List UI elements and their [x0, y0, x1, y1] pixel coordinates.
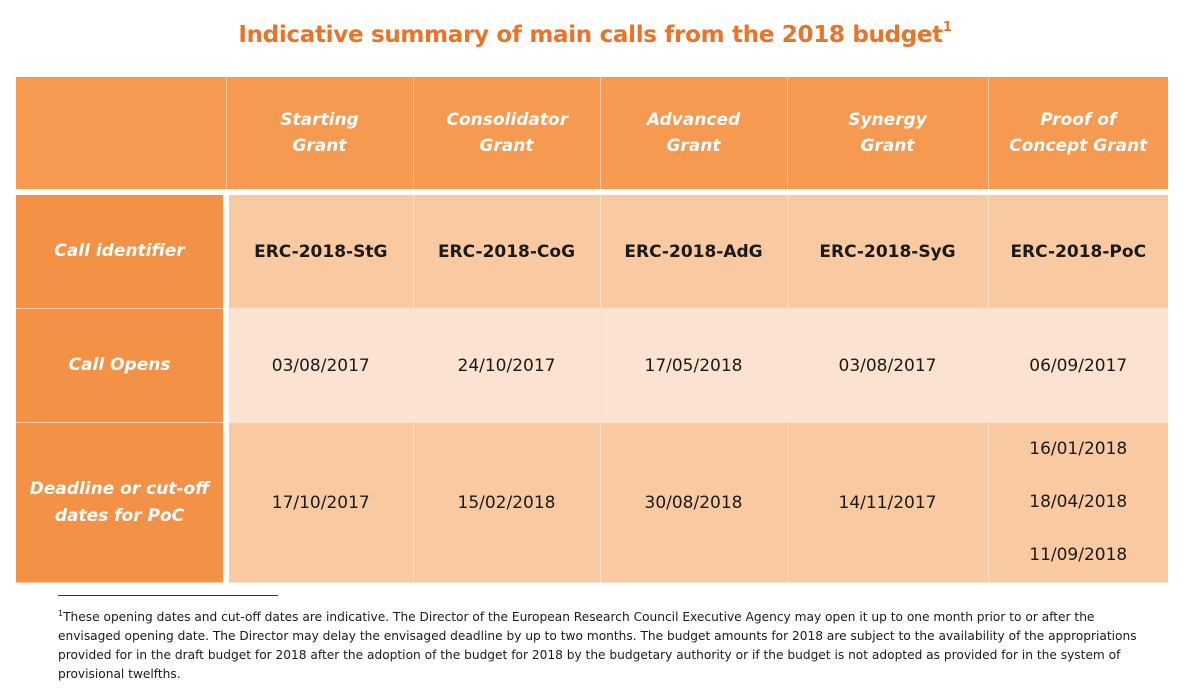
table-cell: 15/02/2018 [412, 422, 600, 583]
table-header-row: Starting Grant Consolidator Grant Advanc… [16, 77, 1168, 195]
row-label-text: Call Opens [68, 355, 171, 375]
footnote-text: These opening dates and cut-off dates ar… [58, 610, 1137, 682]
row-label: Deadline or cut-off dates for PoC [16, 422, 229, 583]
table-row-call-opens: Call Opens 03/08/2017 24/10/2017 17/05/2… [16, 308, 1168, 423]
header-synergy-grant: Synergy Grant [786, 77, 988, 195]
title-footnote-marker: 1 [942, 20, 952, 36]
table-cell: 17/10/2017 [225, 422, 413, 583]
header-label: Synergy Grant [848, 110, 927, 156]
table-cell: ERC-2018-StG [225, 192, 413, 309]
table-cell: ERC-2018-SyG [786, 192, 988, 309]
table-cell: 06/09/2017 [987, 308, 1168, 423]
table-cell: 17/05/2018 [599, 308, 787, 423]
calls-table: Starting Grant Consolidator Grant Advanc… [16, 77, 1168, 583]
header-corner-cell [16, 77, 226, 195]
table-cell: 30/08/2018 [599, 422, 787, 583]
row-label: Call identifier [16, 192, 229, 309]
poc-cutoff-date: 18/04/2018 [1029, 492, 1128, 512]
row-label-text: Call identifier [54, 241, 185, 261]
table-cell: 03/08/2017 [225, 308, 413, 423]
row-label: Call Opens [16, 308, 229, 423]
poc-cutoff-dates-cell: 16/01/2018 18/04/2018 11/09/2018 [987, 422, 1168, 583]
table-row-call-identifier: Call identifier ERC-2018-StG ERC-2018-Co… [16, 192, 1168, 309]
poc-cutoff-date: 16/01/2018 [1029, 439, 1128, 459]
header-label: Starting Grant [280, 110, 359, 156]
header-proof-of-concept-grant: Proof of Concept Grant [987, 77, 1168, 195]
header-consolidator-grant: Consolidator Grant [412, 77, 600, 195]
header-label: Advanced Grant [646, 110, 741, 156]
row-label-text: Deadline or cut-off dates for PoC [29, 478, 210, 526]
footnote-marker: 1 [58, 609, 64, 618]
table-cell: 24/10/2017 [412, 308, 600, 423]
table-cell: 14/11/2017 [786, 422, 988, 583]
footnote-divider [58, 595, 278, 596]
table-cell: 03/08/2017 [786, 308, 988, 423]
poc-cutoff-date: 11/09/2018 [1029, 545, 1128, 565]
header-starting-grant: Starting Grant [225, 77, 413, 195]
table-cell: ERC-2018-PoC [987, 192, 1168, 309]
header-advanced-grant: Advanced Grant [599, 77, 787, 195]
footnote: 1These opening dates and cut-off dates a… [58, 604, 1158, 684]
table-cell: ERC-2018-AdG [599, 192, 787, 309]
table-cell: ERC-2018-CoG [412, 192, 600, 309]
header-label: Consolidator Grant [446, 110, 569, 156]
title-text: Indicative summary of main calls from th… [238, 22, 943, 48]
table-row-deadline: Deadline or cut-off dates for PoC 17/10/… [16, 422, 1168, 583]
page-title: Indicative summary of main calls from th… [0, 20, 1190, 48]
header-label: Proof of Concept Grant [1009, 110, 1148, 156]
